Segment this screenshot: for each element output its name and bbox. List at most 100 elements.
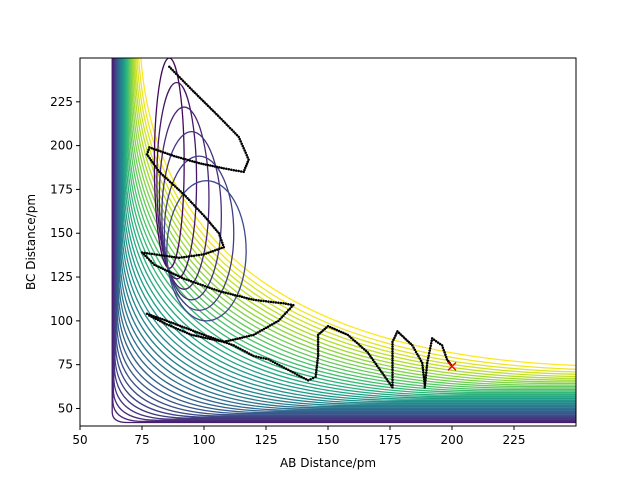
trajectory-point <box>168 180 172 183</box>
trajectory-point <box>391 349 394 353</box>
trajectory-point <box>276 362 279 366</box>
trajectory-point <box>316 342 320 346</box>
trajectory-point <box>316 361 319 365</box>
trajectory-point <box>441 346 445 349</box>
trajectory-point <box>282 366 286 369</box>
trajectory-point <box>429 342 433 345</box>
trajectory-point <box>250 334 253 337</box>
trajectory-point <box>191 329 195 333</box>
trajectory-point <box>391 347 394 351</box>
y-tick-label: 175 <box>50 182 73 196</box>
trajectory-point <box>148 146 151 149</box>
trajectory-point <box>218 234 221 237</box>
trajectory-point <box>328 325 332 329</box>
trajectory-point <box>206 285 209 289</box>
trajectory-point <box>243 349 247 353</box>
trajectory-point <box>280 365 283 368</box>
trajectory-point <box>159 150 162 153</box>
trajectory-point <box>311 376 315 380</box>
trajectory-point <box>399 333 402 336</box>
contour-line <box>118 58 576 410</box>
trajectory-point <box>246 160 250 163</box>
trajectory-point <box>211 224 215 228</box>
trajectory-point <box>407 341 411 344</box>
trajectory-point <box>333 327 336 331</box>
trajectory-point <box>174 273 177 277</box>
trajectory-point <box>384 376 387 379</box>
trajectory-point <box>165 319 169 323</box>
trajectory-point <box>200 253 203 256</box>
trajectory-point <box>316 333 320 337</box>
trajectory-point <box>194 205 197 209</box>
trajectory-point <box>432 338 436 342</box>
trajectory-point <box>230 128 234 132</box>
trajectory-point <box>443 351 446 354</box>
trajectory-point <box>274 301 278 304</box>
trajectory-point <box>361 346 364 349</box>
contour-line <box>125 58 576 395</box>
trajectory-point <box>316 345 320 348</box>
trajectory-point <box>194 334 198 338</box>
trajectory-point <box>238 336 242 340</box>
trajectory-point <box>391 342 394 346</box>
trajectory-point <box>234 337 237 341</box>
trajectory-point <box>393 336 396 339</box>
trajectory-point <box>156 168 160 172</box>
trajectory-point <box>250 353 253 356</box>
x-axis-label: AB Distance/pm <box>280 456 376 470</box>
trajectory-point <box>169 67 173 70</box>
trajectory-point <box>315 368 318 372</box>
trajectory-point <box>170 182 174 185</box>
trajectory-point <box>205 217 209 221</box>
trajectory-point <box>440 344 444 347</box>
trajectory-point <box>240 295 244 299</box>
trajectory-point <box>166 178 170 182</box>
trajectory-point <box>186 158 190 162</box>
trajectory-point <box>187 255 191 258</box>
trajectory-point <box>216 114 220 118</box>
trajectory-point <box>231 338 235 341</box>
trajectory-point <box>391 373 394 377</box>
trajectory-point <box>191 159 194 163</box>
trajectory-point <box>421 368 425 372</box>
trajectory-point <box>155 253 159 256</box>
trajectory-point <box>213 249 217 252</box>
x-tick-label: 125 <box>255 433 278 447</box>
trajectory-point <box>196 94 200 98</box>
trajectory-point <box>227 125 230 128</box>
trajectory-point <box>314 371 318 374</box>
trajectory-point <box>193 91 197 95</box>
trajectory-point <box>157 149 160 152</box>
trajectory-point <box>209 164 212 167</box>
trajectory-point <box>187 327 190 331</box>
trajectory-point <box>418 357 422 360</box>
trajectory-point <box>200 98 203 101</box>
trajectory-point <box>266 325 270 328</box>
trajectory-point <box>207 335 210 338</box>
trajectory-point <box>295 373 299 376</box>
contour-line <box>118 58 576 409</box>
trajectory-point <box>259 356 263 359</box>
trajectory-point <box>423 381 427 384</box>
trajectory-point <box>149 158 153 162</box>
trajectory-point <box>229 339 232 342</box>
trajectory-point <box>195 93 198 96</box>
trajectory-point <box>316 347 320 351</box>
trajectory-point <box>316 349 320 353</box>
trajectory-point <box>145 251 149 255</box>
trajectory-point <box>250 297 253 301</box>
trajectory-point <box>181 79 185 83</box>
trajectory-point <box>427 354 430 357</box>
trajectory-point <box>196 331 199 334</box>
trajectory-point <box>298 374 301 378</box>
trajectory-point <box>211 109 215 113</box>
trajectory-point <box>211 164 214 168</box>
trajectory-point <box>204 163 208 166</box>
trajectory-point <box>206 163 210 167</box>
trajectory-point <box>279 301 283 305</box>
trajectory-point <box>209 336 213 339</box>
contour-line <box>122 58 576 402</box>
trajectory-point <box>370 356 373 360</box>
trajectory-point <box>153 164 157 168</box>
